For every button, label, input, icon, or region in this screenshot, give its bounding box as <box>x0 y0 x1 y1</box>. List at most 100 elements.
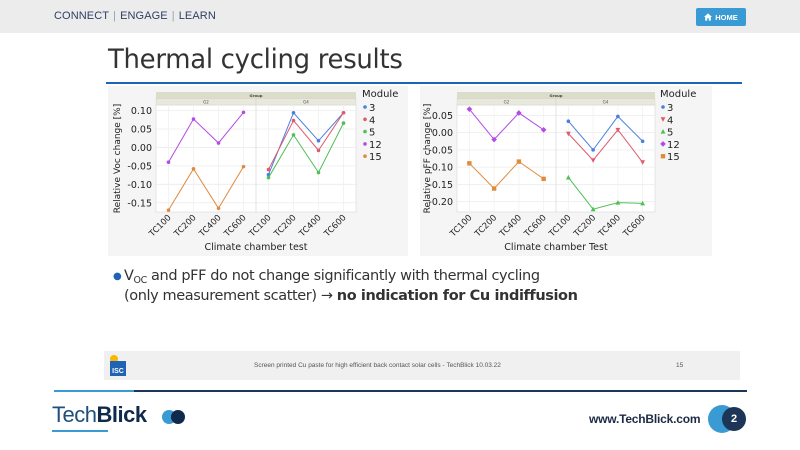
page-number: 2 <box>722 407 746 431</box>
home-button[interactable]: HOME <box>696 8 746 26</box>
legend-marker-3 <box>661 105 665 109</box>
legend-title: Module <box>660 89 696 100</box>
data-point <box>616 114 620 119</box>
group-header-bar <box>156 92 356 99</box>
voc-symbol: V <box>124 268 134 284</box>
data-point <box>291 118 296 123</box>
isc-logo-text: ISC <box>110 361 126 376</box>
legend-marker-15 <box>660 154 666 159</box>
x-tick-label: TC400 <box>297 213 324 240</box>
legend-marker-12 <box>660 141 666 147</box>
slide-page-number: 15 <box>676 362 684 369</box>
legend-marker-3 <box>363 105 367 109</box>
nav-engage[interactable]: ENGAGE <box>120 10 168 22</box>
slide-footer: ISC Screen printed Cu paste for high eff… <box>104 351 740 380</box>
group-label-g4: G4 <box>303 100 309 105</box>
website-link[interactable]: www.TechBlick.com <box>589 412 701 426</box>
legend-title: Module <box>362 89 398 100</box>
x-tick-label: TC400 <box>596 213 623 240</box>
legend-marker-4 <box>363 117 367 122</box>
y-axis-label: Relative pFF change [%] <box>423 104 433 214</box>
series-line-module-3 <box>268 111 344 175</box>
data-point <box>266 175 271 180</box>
series-module-15 <box>166 164 246 212</box>
nav-separator: | <box>171 10 175 22</box>
y-tick-label: 0.05 <box>432 111 453 122</box>
logo-tech: Tech <box>52 402 97 427</box>
group-header-bar <box>457 92 655 99</box>
legend-label-4: 4 <box>667 115 673 126</box>
data-point <box>191 167 196 171</box>
group-label-g2: G2 <box>203 100 209 105</box>
group-header-label: Group <box>549 93 562 98</box>
series-line-module-12 <box>168 112 244 163</box>
data-point <box>291 133 296 137</box>
data-point <box>316 148 321 153</box>
y-tick-label: -0.20 <box>428 197 453 208</box>
data-point <box>615 200 621 205</box>
logo-dots-icon <box>162 410 186 424</box>
data-point <box>566 119 571 124</box>
techblick-logo[interactable]: TechBlick <box>52 402 185 436</box>
data-point <box>516 159 522 164</box>
home-label: HOME <box>715 12 738 22</box>
legend-marker-15 <box>363 154 367 158</box>
isc-logo: ISC <box>110 355 126 376</box>
y-tick-label: -0.05 <box>428 145 453 156</box>
series-line-module-15 <box>168 166 244 211</box>
legend-label-5: 5 <box>667 128 673 139</box>
group-label-g2: G2 <box>504 100 510 105</box>
logo-underline <box>52 430 108 432</box>
legend-marker-4 <box>660 117 666 122</box>
home-icon <box>704 13 713 21</box>
top-nav: CONNECT | ENGAGE | LEARN <box>54 10 216 22</box>
series-module-3 <box>566 114 645 152</box>
x-tick-label: TC400 <box>197 213 224 240</box>
series-line-module-4 <box>268 112 344 170</box>
data-point <box>640 200 646 206</box>
series-line-module-5 <box>567 177 643 210</box>
legend-label-3: 3 <box>369 103 375 114</box>
voc-chart: Group G2 G4 0.10 0.05 0.00 -0.05 -0.10 -0.15 TC10… <box>108 86 408 256</box>
bullet-line-2-text: (only measurement scatter) → <box>124 288 337 304</box>
data-point <box>640 139 645 144</box>
data-point <box>491 186 497 191</box>
data-point <box>266 167 271 172</box>
legend-marker-12 <box>363 142 367 146</box>
sun-icon <box>110 355 118 363</box>
legend-label-12: 12 <box>369 140 382 151</box>
top-bar: CONNECT | ENGAGE | LEARN HOME <box>0 0 800 33</box>
group-header-label: Group <box>249 93 262 98</box>
series-module-15 <box>467 159 546 191</box>
y-tick-label: 0.00 <box>131 143 152 154</box>
y-tick-label: -0.15 <box>428 180 453 191</box>
data-point <box>166 208 171 212</box>
series-line-module-5 <box>268 122 344 178</box>
nav-learn[interactable]: LEARN <box>178 10 216 22</box>
nav-separator: | <box>113 10 117 22</box>
data-point <box>216 141 221 145</box>
nav-connect[interactable]: CONNECT <box>54 10 110 22</box>
x-tick-label: TC600 <box>322 213 349 240</box>
series-line-module-12 <box>468 108 544 141</box>
series-module-4 <box>565 127 646 165</box>
legend-label-15: 15 <box>369 152 382 163</box>
legend-label-4: 4 <box>369 115 375 126</box>
x-tick-label: TC100 <box>247 213 274 240</box>
x-tick-label: TC400 <box>497 213 524 240</box>
x-tick-label: TC200 <box>272 213 299 240</box>
x-tick-label: TC200 <box>571 213 598 240</box>
footer-caption: Screen printed Cu paste for high efficie… <box>254 362 501 369</box>
series-module-4 <box>266 110 346 172</box>
data-point <box>341 121 346 125</box>
x-tick-label: TC600 <box>621 213 648 240</box>
legend-label-15: 15 <box>667 152 680 163</box>
bullet-line-1: VOC and pFF do not change significantly … <box>124 267 540 290</box>
y-tick-label: -0.05 <box>127 161 152 172</box>
legend-label-5: 5 <box>369 128 375 139</box>
series-line-module-4 <box>568 129 644 163</box>
group-subheader <box>555 98 656 106</box>
group-label-g4: G4 <box>603 100 609 105</box>
